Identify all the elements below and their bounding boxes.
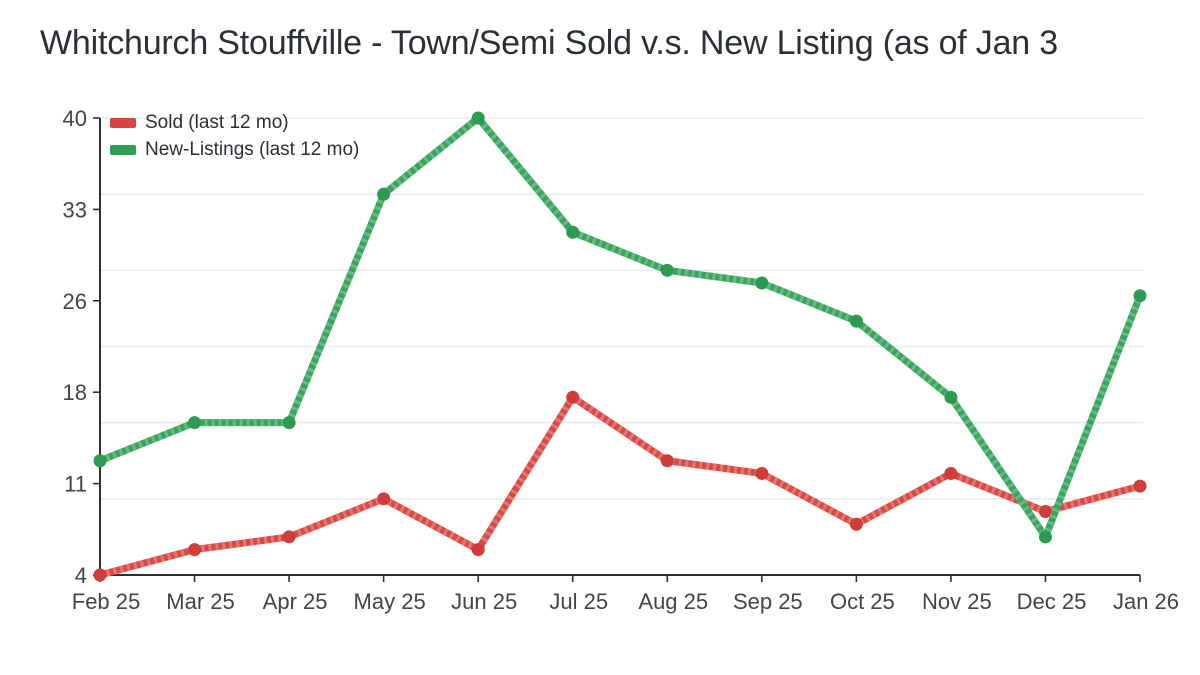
sold-point bbox=[377, 492, 391, 506]
x-tick-label: Jun 25 bbox=[451, 589, 517, 614]
x-tick-label: Sep 25 bbox=[733, 589, 803, 614]
new-listings-point bbox=[377, 187, 391, 201]
new-listings-line bbox=[98, 114, 1144, 541]
new-listings-point bbox=[188, 416, 202, 430]
x-tick-label: Apr 25 bbox=[263, 589, 328, 614]
legend-swatch-new-listings-icon bbox=[110, 144, 136, 155]
sold-point bbox=[566, 390, 580, 404]
sold-line-hatch bbox=[99, 393, 1141, 579]
x-tick-label: Jul 25 bbox=[549, 589, 608, 614]
new-listings-point bbox=[849, 314, 863, 328]
new-listings-point bbox=[282, 416, 296, 430]
sold-point bbox=[944, 466, 958, 480]
legend-label-new-listings: New-Listings (last 12 mo) bbox=[145, 139, 360, 160]
x-tick-label: Dec 25 bbox=[1017, 589, 1087, 614]
sold-point bbox=[471, 543, 485, 557]
x-tick-label: Oct 25 bbox=[830, 589, 895, 614]
y-tick-label: 4 bbox=[75, 563, 87, 588]
x-tick-label: Mar 25 bbox=[166, 589, 234, 614]
legend-item-sold[interactable]: Sold (last 12 mo) bbox=[110, 111, 359, 134]
new-listings-point bbox=[1038, 530, 1052, 544]
x-tick-label: May 25 bbox=[354, 589, 426, 614]
new-listings-point bbox=[755, 276, 769, 290]
x-tick-label: Aug 25 bbox=[638, 589, 708, 614]
sold-point bbox=[282, 530, 296, 544]
y-tick-label: 11 bbox=[64, 472, 87, 497]
y-tick-label: 18 bbox=[63, 380, 87, 405]
x-tick-label: Jan 26 bbox=[1113, 589, 1179, 614]
legend: Sold (last 12 mo) New-Listings (last 12 … bbox=[110, 111, 359, 161]
sold-point bbox=[188, 543, 202, 557]
y-tick-label: 33 bbox=[63, 197, 87, 222]
x-tick-label: Nov 25 bbox=[922, 589, 992, 614]
sold-point bbox=[1038, 505, 1052, 519]
new-listings-point bbox=[660, 263, 674, 277]
sold-point bbox=[849, 517, 863, 531]
legend-label-sold: Sold (last 12 mo) bbox=[145, 112, 289, 133]
new-listings-point bbox=[566, 225, 580, 239]
y-tick-label: 26 bbox=[63, 289, 87, 314]
sold-point bbox=[755, 466, 769, 480]
sold-point bbox=[1133, 479, 1147, 493]
x-tick-label: Feb 25 bbox=[72, 589, 141, 614]
legend-item-new-listings[interactable]: New-Listings (last 12 mo) bbox=[110, 138, 359, 161]
y-tick-label: 40 bbox=[63, 106, 87, 131]
legend-swatch-sold-icon bbox=[110, 117, 136, 128]
sold-point bbox=[660, 454, 674, 468]
sold-point bbox=[93, 568, 107, 582]
new-listings-line-hatch bbox=[98, 114, 1144, 541]
new-listings-point bbox=[471, 111, 485, 125]
new-listings-point bbox=[93, 454, 107, 468]
chart-title: Whitchurch Stouffville - Town/Semi Sold … bbox=[40, 24, 1058, 62]
new-listings-point bbox=[1133, 289, 1147, 303]
new-listings-point bbox=[944, 390, 958, 404]
